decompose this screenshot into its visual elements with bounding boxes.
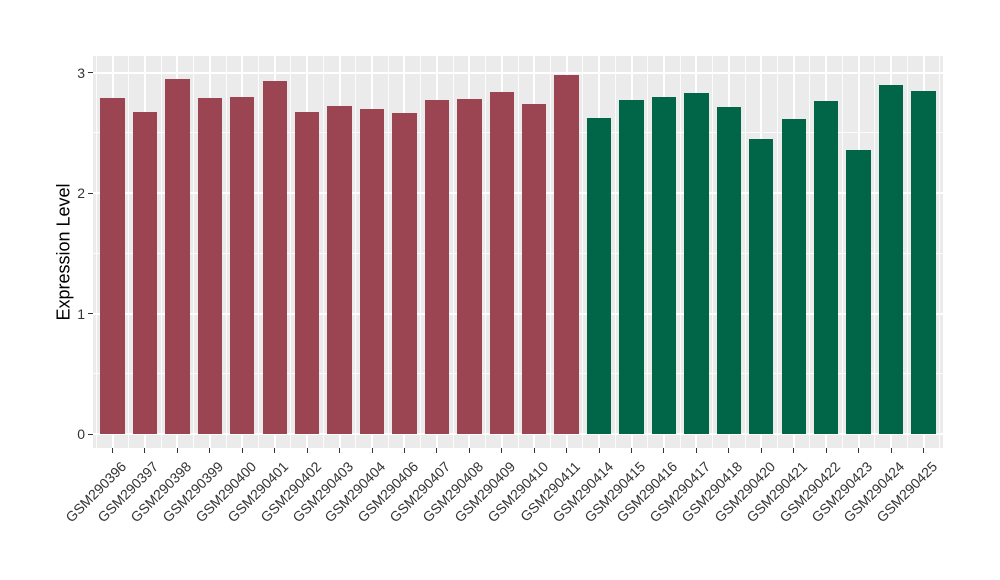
bar-GSM290404 (359, 108, 385, 434)
minor-gridline-vertical (906, 56, 908, 448)
bar-GSM290415 (619, 100, 644, 434)
minor-gridline-vertical (517, 56, 519, 448)
minor-gridline-vertical (225, 56, 227, 448)
bar-GSM290396 (100, 97, 125, 434)
major-gridline-horizontal (93, 433, 943, 435)
bar-GSM290403 (327, 106, 352, 434)
x-tick-mark (793, 448, 795, 453)
x-tick-mark (339, 448, 341, 453)
minor-gridline-vertical (257, 56, 259, 448)
x-tick-mark (468, 448, 470, 453)
major-gridline-horizontal (93, 71, 943, 74)
y-tick-label: 0 (77, 426, 85, 442)
minor-gridline-vertical (420, 56, 422, 448)
bar-GSM290411 (554, 74, 579, 434)
y-axis-title: Expression Level (53, 183, 74, 321)
bar-GSM290423 (846, 149, 871, 434)
bar-GSM290421 (781, 119, 806, 434)
minor-gridline-vertical (679, 56, 681, 448)
minor-gridline-vertical (647, 56, 649, 448)
minor-gridline-vertical (322, 56, 324, 448)
minor-gridline-vertical (712, 56, 714, 448)
y-tick-label: 3 (77, 64, 85, 81)
x-tick-mark (533, 448, 535, 453)
minor-gridline-vertical (452, 56, 454, 448)
minor-gridline-vertical (874, 56, 876, 448)
bar-GSM290401 (262, 80, 287, 434)
minor-gridline-vertical (777, 56, 779, 448)
bar-GSM290397 (132, 112, 158, 434)
minor-gridline-vertical (355, 56, 357, 448)
minor-gridline-vertical (485, 56, 487, 448)
minor-gridline-vertical (128, 56, 130, 448)
y-tick-label: 2 (77, 185, 85, 201)
x-tick-mark (112, 448, 113, 453)
minor-gridline-vertical (841, 56, 843, 448)
y-tick-label: 1 (77, 305, 85, 322)
x-tick-mark (890, 448, 892, 453)
x-tick-mark (566, 448, 568, 453)
bar-GSM290400 (230, 96, 255, 434)
x-tick-mark (436, 448, 438, 453)
bar-GSM290417 (684, 92, 709, 434)
x-tick-mark (923, 448, 924, 453)
minor-gridline-vertical (939, 56, 941, 448)
plot-panel (93, 56, 943, 448)
bar-GSM290406 (392, 113, 417, 434)
bar-GSM290399 (197, 97, 222, 434)
bar-GSM290407 (424, 100, 450, 434)
minor-gridline-vertical (290, 56, 292, 448)
bar-GSM290422 (813, 101, 839, 434)
bar-GSM290414 (586, 118, 612, 434)
bar-GSM290420 (749, 138, 774, 434)
x-tick-mark (760, 448, 762, 453)
x-tick-mark (631, 448, 633, 453)
bar-GSM290410 (522, 103, 547, 434)
x-tick-mark (144, 448, 146, 453)
x-tick-mark (209, 448, 211, 453)
bar-GSM290416 (651, 96, 677, 434)
major-gridline-horizontal (93, 192, 943, 194)
minor-gridline-vertical (744, 56, 746, 448)
y-tick-mark (88, 313, 93, 314)
minor-gridline-vertical (549, 56, 551, 448)
minor-gridline-vertical (95, 56, 97, 448)
minor-gridline-vertical (387, 56, 389, 448)
x-tick-mark (825, 448, 827, 453)
x-tick-mark (306, 448, 308, 453)
x-tick-mark (598, 448, 600, 453)
bar-GSM290402 (294, 112, 320, 434)
y-tick-mark (88, 72, 93, 73)
x-tick-mark (663, 448, 665, 453)
x-tick-mark (501, 448, 503, 453)
x-tick-mark (728, 448, 730, 453)
x-tick-mark (241, 448, 243, 453)
x-tick-mark (858, 448, 860, 453)
minor-gridline-vertical (193, 56, 195, 448)
y-tick-mark (88, 433, 93, 435)
x-tick-mark (176, 448, 178, 453)
x-tick-mark (695, 448, 697, 453)
x-tick-mark (274, 448, 276, 453)
bar-GSM290424 (878, 84, 904, 434)
bar-GSM290408 (457, 99, 482, 434)
minor-gridline-vertical (809, 56, 811, 448)
major-gridline-horizontal (93, 312, 943, 315)
x-tick-mark (403, 448, 405, 453)
minor-gridline-vertical (614, 56, 616, 448)
minor-gridline-vertical (582, 56, 584, 448)
bar-GSM290425 (911, 90, 936, 434)
minor-gridline-vertical (160, 56, 162, 448)
y-tick-mark (88, 192, 93, 194)
x-tick-mark (371, 448, 373, 453)
bar-GSM290409 (489, 91, 514, 434)
bar-GSM290398 (165, 78, 190, 434)
bar-GSM290418 (716, 107, 742, 434)
